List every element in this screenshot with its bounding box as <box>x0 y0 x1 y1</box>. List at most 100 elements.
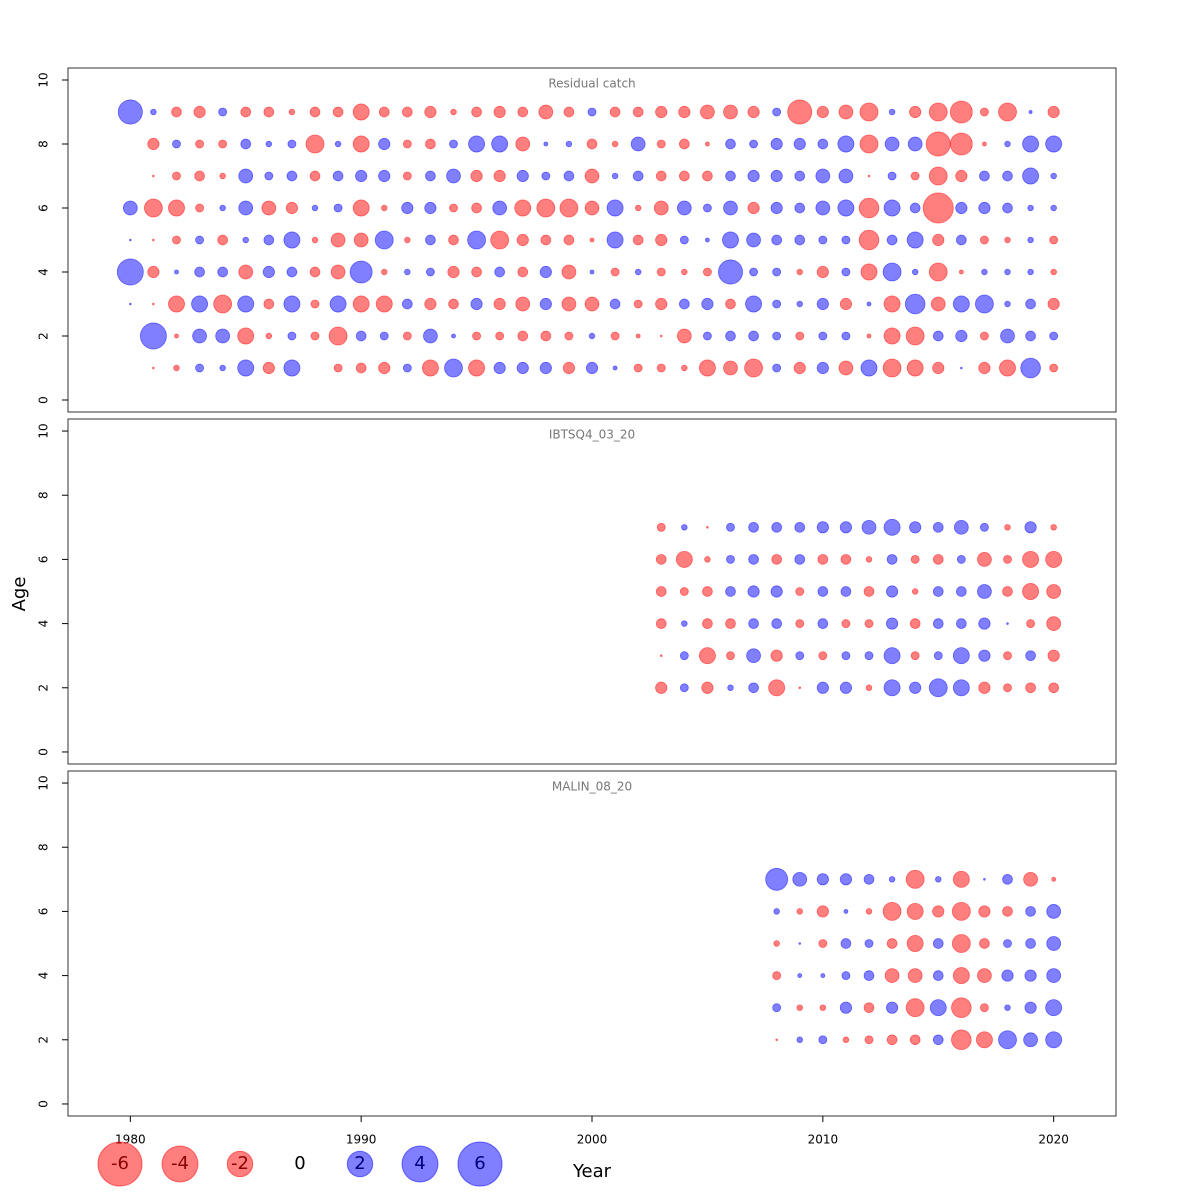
bubble <box>285 201 299 215</box>
bubble <box>286 170 298 182</box>
bubble <box>659 654 663 657</box>
bubble <box>885 1001 899 1014</box>
bubble <box>634 204 642 212</box>
bubble <box>681 268 688 276</box>
bubble <box>655 233 668 247</box>
bubble <box>352 295 370 313</box>
bubble <box>493 297 506 311</box>
bubble <box>192 328 207 344</box>
bubble <box>958 269 964 275</box>
bubble <box>283 231 301 249</box>
bubble <box>1025 906 1036 917</box>
bubble <box>470 297 483 311</box>
bubble <box>195 235 205 245</box>
bubble <box>129 302 132 306</box>
bubble <box>286 266 298 278</box>
legend-label: 6 <box>474 1153 485 1174</box>
legend-bubble <box>97 1141 143 1187</box>
bubble <box>173 364 180 372</box>
bubble <box>448 234 459 246</box>
bubble <box>866 333 872 339</box>
bubble <box>632 106 644 118</box>
bubble <box>768 679 786 697</box>
bubble <box>679 587 689 596</box>
bubble <box>611 140 619 148</box>
bubble <box>678 105 691 119</box>
bubble <box>655 297 668 311</box>
bubble <box>402 331 412 341</box>
bubble <box>747 105 760 119</box>
bubble <box>517 330 529 342</box>
bubble <box>843 908 849 914</box>
bubble <box>840 586 852 597</box>
bubble <box>859 134 879 154</box>
bubble <box>217 234 228 246</box>
bubble <box>1025 298 1036 310</box>
bubble <box>471 202 482 214</box>
bubble <box>1003 651 1012 661</box>
bubble <box>584 296 600 312</box>
bubble <box>770 201 783 215</box>
bubble <box>632 170 644 182</box>
bubble <box>516 361 529 375</box>
bubble <box>587 107 597 117</box>
bubble <box>1047 105 1060 119</box>
bubble <box>1050 524 1057 531</box>
bubble <box>886 1034 898 1046</box>
bubble <box>1004 300 1011 308</box>
bubble <box>772 363 782 373</box>
bubble <box>705 141 710 147</box>
bubble <box>1004 524 1011 531</box>
bubble <box>655 170 667 182</box>
bubble <box>932 233 945 247</box>
bubble <box>1002 873 1013 885</box>
bubble <box>798 686 802 690</box>
bubble <box>909 618 921 629</box>
bubble <box>793 361 806 375</box>
bubble <box>701 681 714 694</box>
bubble <box>656 267 666 277</box>
bubble <box>1046 904 1062 919</box>
bubble <box>152 366 155 370</box>
bubble <box>1050 204 1057 212</box>
bubble <box>744 358 763 378</box>
bubble <box>655 105 668 119</box>
bubble <box>794 170 806 182</box>
bubble <box>725 170 736 182</box>
bubble <box>952 679 970 697</box>
bubble <box>655 554 667 565</box>
bubble <box>218 107 228 117</box>
bubble <box>978 681 991 694</box>
bubble <box>795 331 805 341</box>
bubble <box>402 139 412 149</box>
bubble <box>863 970 875 981</box>
bubble <box>1045 135 1063 153</box>
bubble <box>609 106 621 118</box>
bubble <box>795 651 805 661</box>
bubble <box>885 617 899 630</box>
bubble <box>859 102 879 122</box>
bubble <box>676 200 692 216</box>
bubble <box>794 234 806 246</box>
x-tick-label: 1990 <box>346 1133 377 1147</box>
bubble <box>172 139 181 149</box>
bubble <box>725 298 736 310</box>
bubble <box>928 678 948 698</box>
bubble <box>841 651 851 661</box>
bubble <box>794 554 806 565</box>
bubble <box>818 651 828 661</box>
bubble <box>563 170 575 182</box>
legend-label: 2 <box>354 1153 365 1174</box>
bubble <box>129 238 132 242</box>
bubble <box>374 230 394 250</box>
bubble <box>704 556 711 563</box>
bubble <box>656 363 666 373</box>
bubble <box>355 330 367 342</box>
bubble <box>263 298 275 310</box>
bubble <box>795 587 805 596</box>
bubble <box>563 106 575 118</box>
bubble <box>543 141 549 147</box>
bubble <box>242 236 249 244</box>
bubble <box>748 682 759 694</box>
y-tick-label: 4 <box>37 268 51 276</box>
